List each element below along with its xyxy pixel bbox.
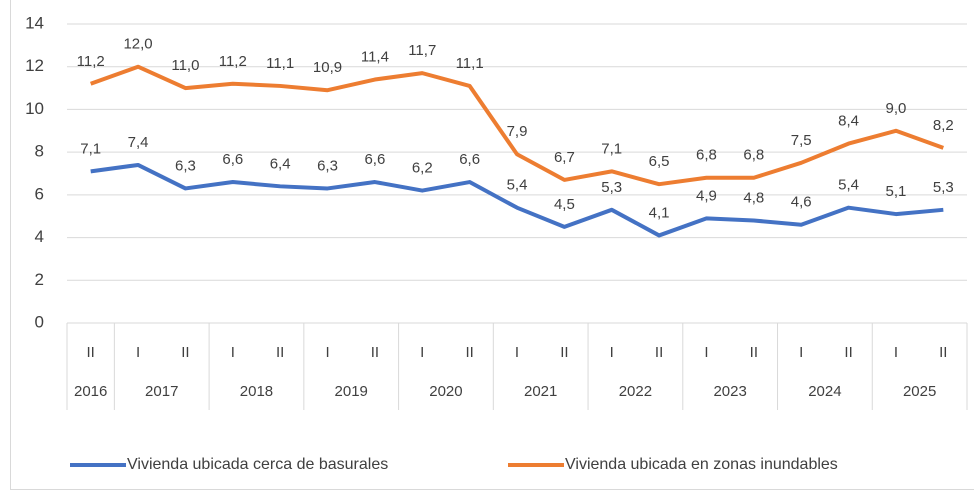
- x-tick-label: I: [894, 344, 898, 361]
- data-label: 9,0: [886, 100, 907, 117]
- data-label: 4,8: [743, 189, 764, 206]
- data-label: 5,3: [601, 179, 622, 196]
- data-label: 4,1: [649, 204, 670, 221]
- y-tick-label: 4: [35, 227, 44, 246]
- data-label: 6,2: [412, 160, 433, 177]
- x-group-label: 2016: [74, 383, 107, 400]
- x-group-label: 2020: [429, 383, 462, 400]
- data-label: 5,4: [838, 177, 859, 194]
- data-label: 7,1: [601, 140, 622, 157]
- x-tick-label: II: [750, 344, 758, 361]
- data-label: 10,9: [313, 59, 342, 76]
- data-label: 6,6: [459, 151, 480, 168]
- x-group-label: 2019: [335, 383, 368, 400]
- data-label: 4,6: [791, 194, 812, 211]
- data-label: 4,5: [554, 196, 575, 213]
- x-tick-label: I: [420, 344, 424, 361]
- data-label: 6,6: [364, 151, 385, 168]
- data-label: 11,7: [408, 42, 436, 59]
- data-label: 6,7: [554, 149, 575, 166]
- x-tick-label: II: [276, 344, 284, 361]
- y-tick-label: 8: [35, 142, 44, 161]
- data-label: 6,3: [175, 157, 196, 174]
- y-tick-label: 10: [25, 99, 44, 118]
- x-tick-label: II: [655, 344, 663, 361]
- x-group-label: 2018: [240, 383, 273, 400]
- data-label: 6,8: [696, 147, 717, 164]
- x-tick-label: I: [610, 344, 614, 361]
- x-tick-label: I: [325, 344, 329, 361]
- x-group-label: 2023: [713, 383, 746, 400]
- x-tick-label: I: [515, 344, 519, 361]
- legend-label: Vivienda ubicada cerca de basurales: [127, 456, 388, 473]
- data-label: 7,5: [791, 132, 812, 149]
- y-tick-label: 0: [35, 312, 44, 331]
- data-label: 6,3: [317, 157, 338, 174]
- x-group-label: 2022: [619, 383, 652, 400]
- data-label: 11,1: [456, 55, 484, 72]
- x-tick-label: I: [704, 344, 708, 361]
- y-tick-label: 6: [35, 184, 44, 203]
- series-line: [90, 64, 944, 187]
- x-tick-label: II: [181, 344, 189, 361]
- y-tick-label: 14: [25, 13, 44, 32]
- data-label: 5,3: [933, 179, 954, 196]
- legend-label: Vivienda ubicada en zonas inundables: [565, 456, 838, 473]
- data-label: 12,0: [123, 36, 152, 53]
- x-group-label: 2025: [903, 383, 936, 400]
- series-line: [90, 162, 944, 238]
- data-label: 7,9: [507, 123, 528, 140]
- data-label: 8,2: [933, 117, 954, 134]
- x-tick-label: I: [136, 344, 140, 361]
- data-label: 6,6: [222, 151, 243, 168]
- data-label: 4,9: [696, 187, 717, 204]
- x-tick-label: II: [87, 344, 95, 361]
- data-label: 8,4: [838, 113, 859, 130]
- x-tick-label: I: [231, 344, 235, 361]
- x-group-label: 2021: [524, 383, 557, 400]
- x-tick-label: I: [799, 344, 803, 361]
- x-group-label: 2017: [145, 383, 178, 400]
- data-label: 5,4: [507, 177, 528, 194]
- data-label: 6,8: [743, 147, 764, 164]
- data-label: 11,1: [266, 55, 294, 72]
- x-tick-label: II: [465, 344, 473, 361]
- data-label: 11,2: [219, 53, 247, 70]
- data-label: 11,2: [77, 53, 105, 70]
- data-label: 7,4: [128, 134, 149, 151]
- x-tick-label: II: [844, 344, 852, 361]
- data-label: 11,0: [171, 57, 199, 74]
- data-label: 7,1: [80, 140, 101, 157]
- x-group-label: 2024: [808, 383, 841, 400]
- y-tick-label: 2: [35, 270, 44, 289]
- y-tick-label: 12: [25, 56, 44, 75]
- x-tick-label: II: [371, 344, 379, 361]
- x-tick-label: II: [939, 344, 947, 361]
- data-label: 6,5: [649, 153, 670, 170]
- data-label: 5,1: [886, 183, 907, 200]
- data-label: 6,4: [270, 155, 291, 172]
- data-label: 11,4: [361, 48, 389, 65]
- x-tick-label: II: [560, 344, 568, 361]
